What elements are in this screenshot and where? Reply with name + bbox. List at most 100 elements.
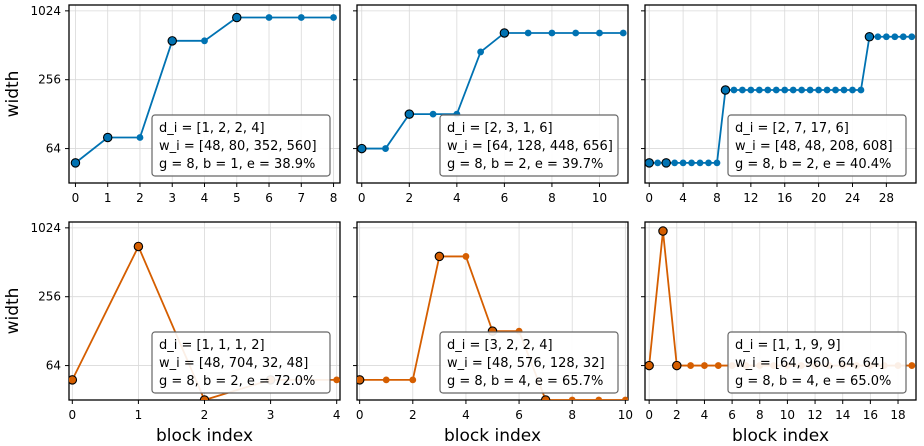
plot-frame [644, 221, 917, 401]
annotation-line-3: g = 8, b = 2, e = 39.7% [447, 157, 603, 172]
data-point [679, 159, 687, 167]
data-point [672, 360, 682, 371]
annotation-line-1: d_i = [2, 3, 1, 6] [447, 121, 553, 136]
annotation-line-2: w_i = [64, 960, 64, 64] [735, 356, 884, 371]
data-point [265, 14, 273, 21]
x-tick-label: 6 [515, 408, 523, 422]
x-tick-label: 3 [267, 408, 275, 422]
y-tick-label: 1024 [30, 221, 61, 235]
data-point [764, 86, 772, 94]
x-tick-label: 8 [330, 191, 338, 205]
x-tick-label: 0 [645, 408, 653, 422]
data-point [477, 48, 485, 56]
x-tick-label: 0 [68, 408, 76, 422]
data-point [789, 86, 797, 94]
x-tick-label: 18 [890, 408, 905, 422]
data-point [333, 376, 340, 384]
x-tick-label: 1 [104, 191, 112, 205]
data-point [696, 159, 704, 167]
x-tick-label: 14 [835, 408, 850, 422]
data-point [619, 29, 627, 37]
data-point [730, 86, 738, 94]
annotation-line-2: w_i = [64, 128, 448, 656] [447, 139, 613, 154]
data-point [167, 36, 177, 46]
annotation-line-3: g = 8, b = 4, e = 65.0% [735, 374, 891, 389]
annotation-line-1: d_i = [3, 2, 2, 4] [447, 338, 553, 353]
x-tick-label: 7 [297, 191, 305, 205]
x-tick-label: 2 [201, 408, 209, 422]
x-tick-label: 2 [405, 191, 413, 205]
data-point [688, 159, 695, 167]
x-tick-label: 3 [168, 191, 176, 205]
plot-frame [356, 221, 629, 401]
subplot-2: 0 2 4 6 8 10 d_i = [2, 3, 1, 6] w_i = [64, 128,… [353, 4, 629, 205]
data-point [798, 86, 806, 94]
annotation-line-3: g = 8, b = 4, e = 65.7% [447, 374, 603, 389]
x-tick-label: 6 [728, 408, 736, 422]
data-point [899, 33, 907, 41]
annotation-box [439, 114, 619, 177]
x-tick-label: 0 [358, 191, 366, 205]
data-point [908, 33, 916, 41]
y-axis-label: width [3, 71, 23, 118]
data-point [857, 86, 865, 94]
y-tick-label: 1024 [30, 4, 61, 18]
data-point [595, 396, 603, 400]
data-point [654, 159, 662, 167]
x-tick-label: 16 [777, 191, 792, 205]
annotation-line-1: d_i = [1, 1, 1, 2] [159, 338, 265, 353]
annotation-line-1: d_i = [1, 1, 9, 9] [735, 338, 841, 353]
data-point [849, 86, 856, 94]
series-line [361, 32, 624, 150]
y-tick-label: 64 [46, 142, 61, 156]
data-point [701, 362, 708, 369]
data-point [297, 14, 305, 21]
subplot-4: 0 1 2 3 4 64 256 1024 d_i = [1, 1, 1, 2] w_i = [4… [3, 221, 341, 446]
data-point [687, 362, 695, 369]
data-point [705, 159, 712, 167]
data-point [499, 28, 510, 38]
y-axis-label: width [3, 288, 23, 335]
x-tick-label: 6 [265, 191, 273, 205]
x-tick-label: 0 [645, 191, 653, 205]
data-point [540, 395, 551, 400]
data-point [404, 109, 415, 119]
x-tick-label: 8 [548, 191, 556, 205]
data-point [572, 29, 580, 37]
x-tick-label: 12 [807, 408, 822, 422]
data-point [382, 145, 389, 152]
data-point [199, 395, 210, 400]
annotation-box [727, 331, 907, 394]
data-point [714, 362, 722, 369]
x-tick-label: 10 [780, 408, 795, 422]
data-point [330, 14, 337, 21]
data-point [524, 29, 532, 37]
data-point [882, 33, 890, 41]
annotation-line-3: g = 8, b = 2, e = 72.0% [159, 374, 315, 389]
data-point [781, 86, 789, 94]
x-tick-label: 28 [879, 191, 894, 205]
annotation-line-3: g = 8, b = 2, e = 40.4% [735, 157, 891, 172]
x-tick-label: 4 [201, 191, 209, 205]
data-point [69, 375, 78, 385]
data-point [201, 37, 208, 45]
data-point [645, 158, 654, 168]
x-tick-label: 20 [811, 191, 826, 205]
annotation-box [439, 331, 619, 394]
x-tick-label: 4 [701, 408, 709, 422]
x-tick-label: 5 [233, 191, 241, 205]
data-point [434, 251, 445, 262]
data-point [823, 86, 831, 94]
annotation-line-3: g = 8, b = 1, e = 38.9% [159, 157, 315, 172]
data-point [133, 241, 144, 252]
x-tick-label: 0 [356, 408, 364, 422]
data-point [891, 33, 899, 41]
x-tick-label: 10 [592, 191, 607, 205]
data-point [645, 360, 654, 371]
data-point [720, 85, 731, 95]
x-tick-label: 24 [845, 191, 860, 205]
data-point [832, 86, 839, 94]
data-point [840, 86, 848, 94]
data-point [382, 376, 390, 384]
